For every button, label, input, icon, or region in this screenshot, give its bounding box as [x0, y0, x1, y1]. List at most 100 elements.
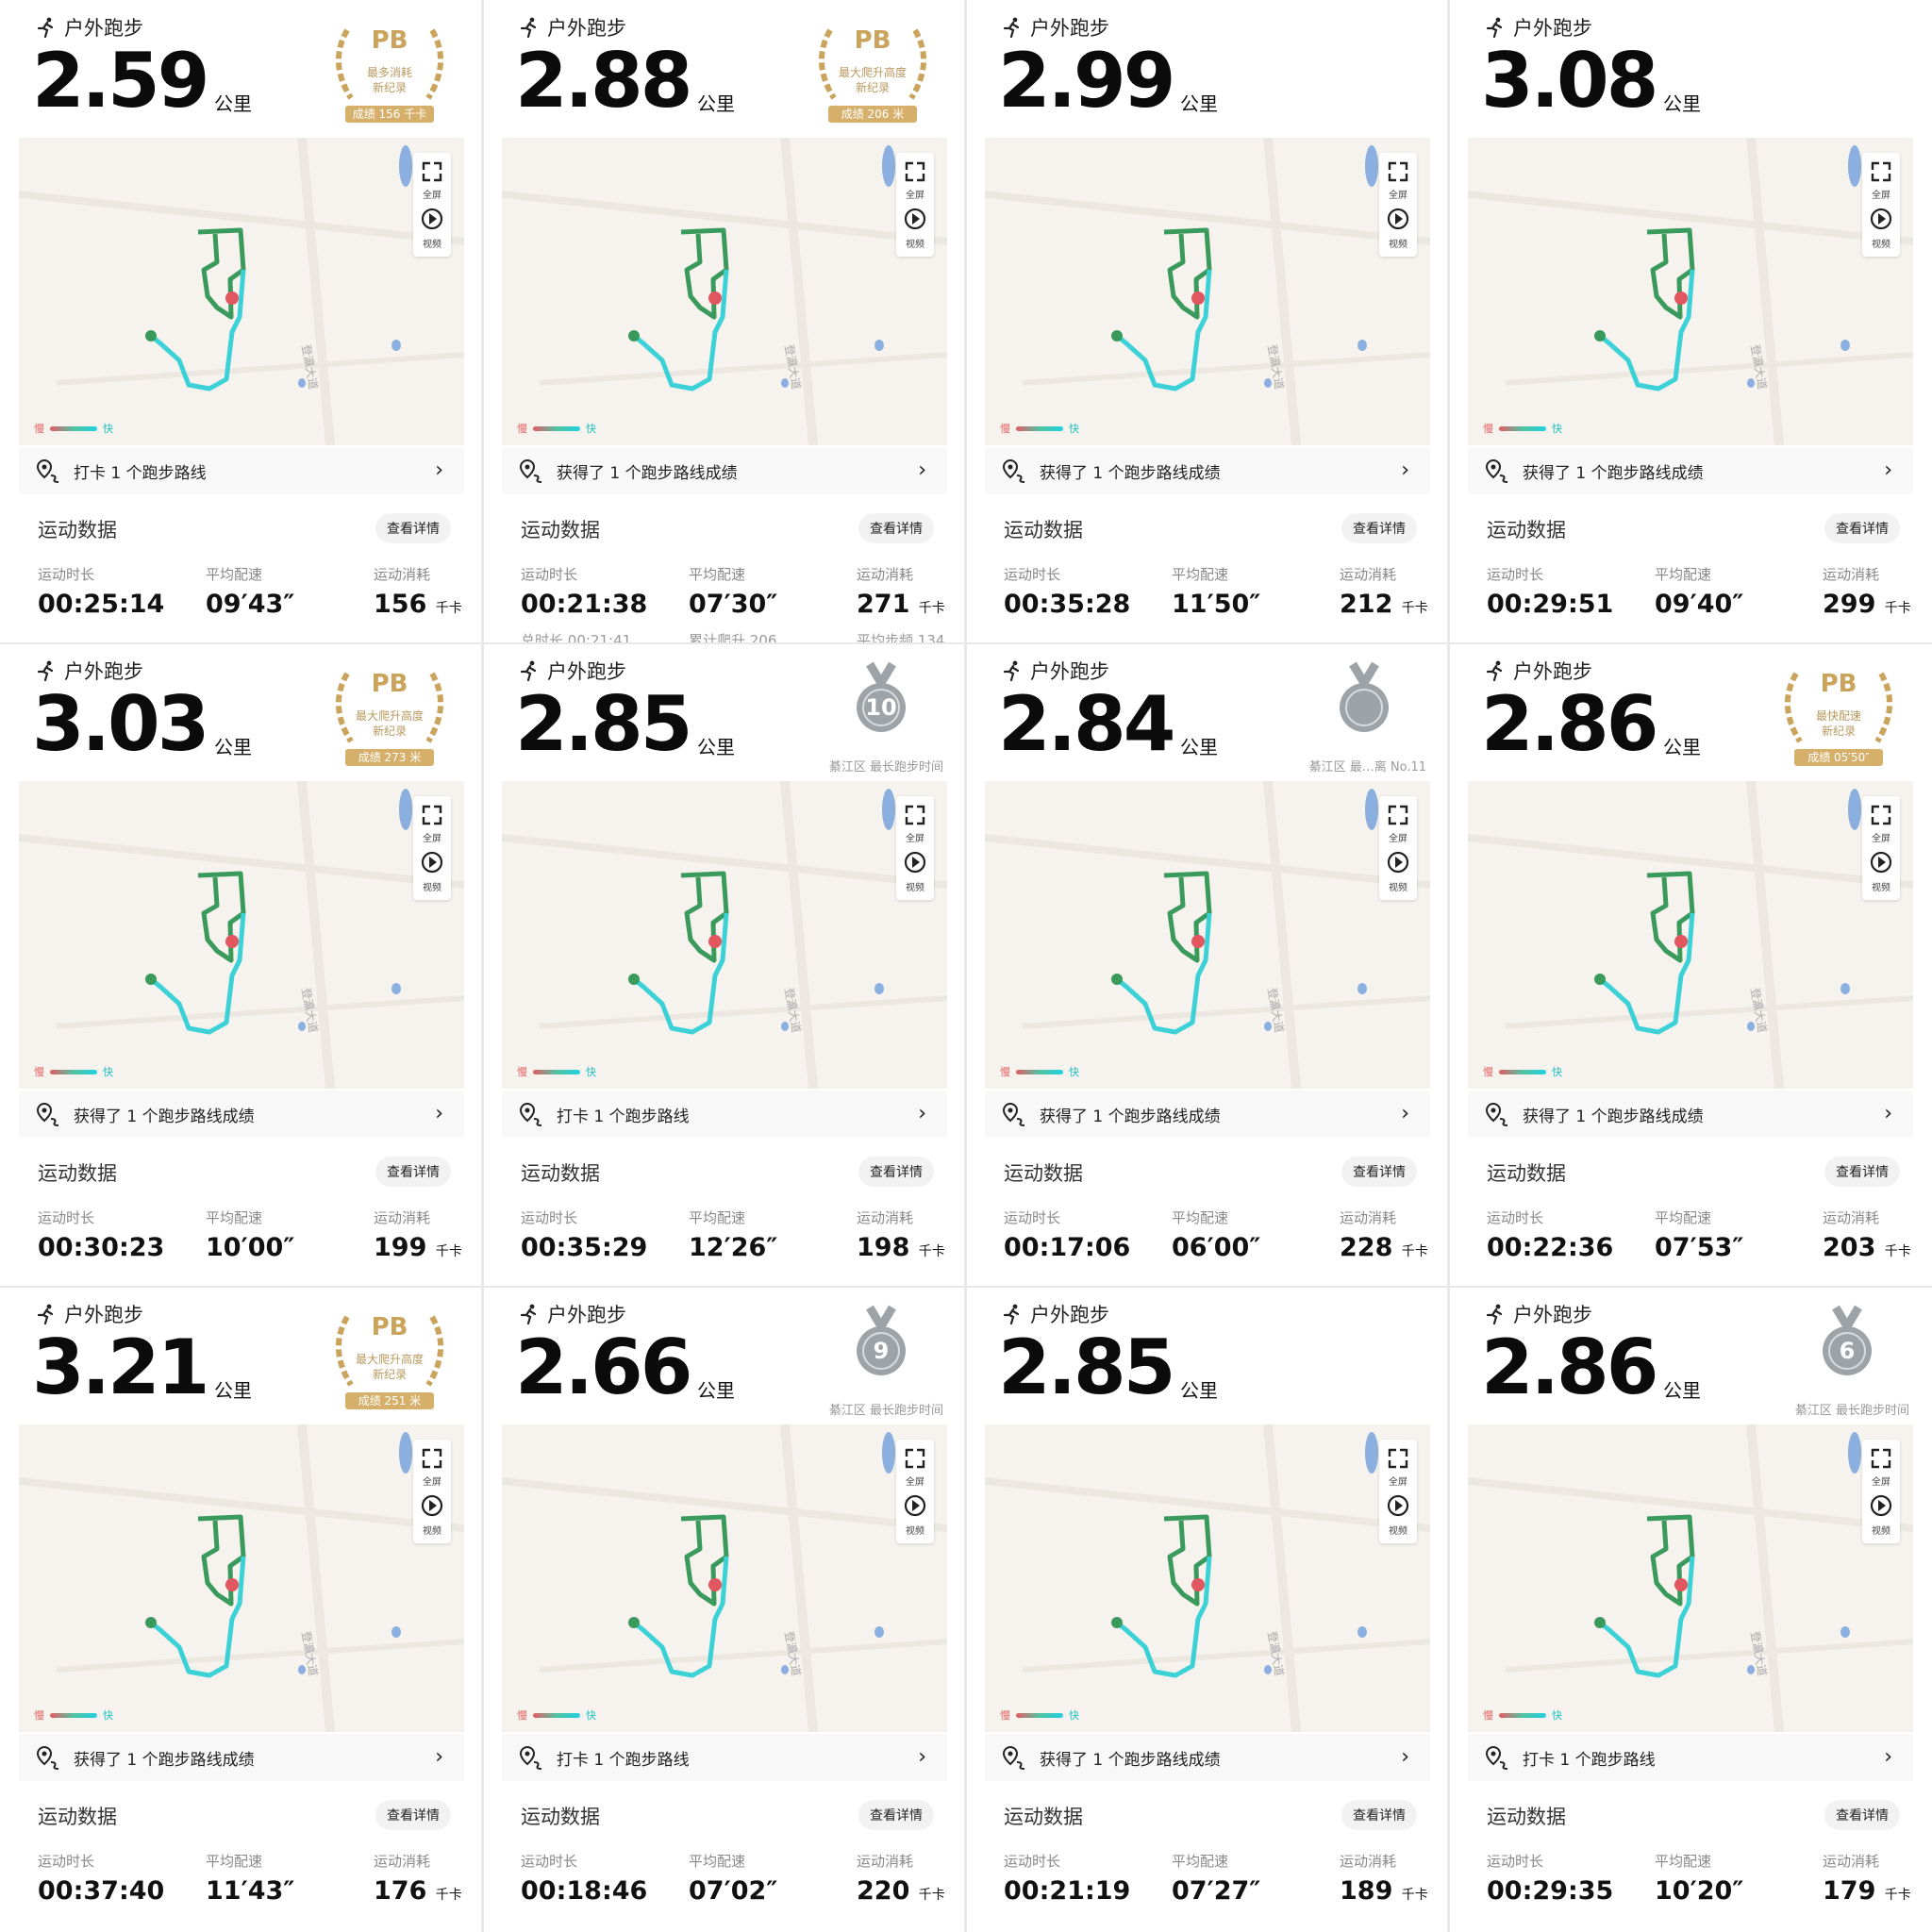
badge-line-1: 最大爬升高度 [355, 709, 424, 723]
fullscreen-button[interactable]: 全屏 [1389, 191, 1407, 201]
medal-icon [857, 661, 906, 732]
stat-value: 09′40″ [1655, 590, 1744, 619]
video-button[interactable]: 视频 [906, 1526, 924, 1537]
achievement-row[interactable]: 打卡 1 个跑步路线 › [502, 1091, 947, 1138]
achievement-row[interactable]: 获得了 1 个跑步路线成绩 › [1468, 447, 1913, 494]
workout-card[interactable]: 户外跑步 2.59 公里 PB 最多消耗 新纪录 成绩 156 千卡 [0, 0, 483, 643]
workout-card[interactable]: 户外跑步 3.08 公里 [1449, 0, 1932, 643]
workout-card[interactable]: 户外跑步 2.88 公里 PB 最大爬升高度 新纪录 成绩 206 米 [483, 0, 966, 643]
distance-unit: 公里 [1180, 736, 1218, 758]
achievement-text: 获得了 1 个跑步路线成绩 [74, 1750, 255, 1770]
fullscreen-button[interactable]: 全屏 [423, 1477, 441, 1488]
video-button[interactable]: 视频 [906, 883, 924, 893]
medal-number: 6 [1839, 1338, 1856, 1364]
video-button[interactable]: 视频 [423, 240, 441, 250]
route-map[interactable]: 登瀛大道 全屏 视频 慢 [985, 138, 1430, 445]
fullscreen-icon [1388, 161, 1408, 182]
video-button[interactable]: 视频 [1872, 883, 1890, 893]
workout-card[interactable]: 户外跑步 2.99 公里 [966, 0, 1449, 643]
achievement-row[interactable]: 打卡 1 个跑步路线 › [502, 1734, 947, 1781]
workout-card[interactable]: 户外跑步 3.21 公里 PB 最大爬升高度 新纪录 成绩 251 米 [0, 1287, 483, 1930]
route-map[interactable]: 登瀛大道 全屏 视频 慢 [1468, 781, 1913, 1089]
fullscreen-button[interactable]: 全屏 [906, 834, 924, 844]
route-map[interactable]: 登瀛大道 全屏 视频 慢 [985, 1424, 1430, 1732]
stat-value: 189 [1340, 1876, 1393, 1906]
view-details-button[interactable]: 查看详情 [858, 1800, 934, 1830]
workout-card[interactable]: 户外跑步 2.86 公里 6 綦江区 最长跑步时间 [1449, 1287, 1932, 1930]
chevron-right-icon: › [918, 1745, 926, 1769]
route-map[interactable]: 登瀛大道 全屏 视频 慢 [19, 138, 464, 445]
route-map[interactable]: 登瀛大道 全屏 视频 慢 [502, 138, 947, 445]
route-map[interactable]: 登瀛大道 全屏 视频 慢 [1468, 138, 1913, 445]
video-button[interactable]: 视频 [1872, 1526, 1890, 1537]
achievement-row[interactable]: 打卡 1 个跑步路线 › [19, 447, 464, 494]
fullscreen-button[interactable]: 全屏 [1389, 1477, 1407, 1488]
video-button[interactable]: 视频 [1872, 240, 1890, 250]
achievement-row[interactable]: 获得了 1 个跑步路线成绩 › [502, 447, 947, 494]
stat-label: 运动消耗 [857, 1209, 914, 1226]
video-button[interactable]: 视频 [1389, 1526, 1407, 1537]
workout-card[interactable]: 户外跑步 2.86 公里 PB 最快配速 新纪录 成绩 05′50″ [1449, 643, 1932, 1287]
workout-card[interactable]: 户外跑步 2.85 公里 [966, 1287, 1449, 1930]
video-button[interactable]: 视频 [1389, 883, 1407, 893]
stat-label: 平均配速 [689, 1853, 746, 1870]
fullscreen-button[interactable]: 全屏 [906, 191, 924, 201]
fullscreen-button[interactable]: 全屏 [1389, 834, 1407, 844]
stat-value: 11′43″ [206, 1876, 295, 1906]
route-line [632, 269, 729, 391]
view-details-button[interactable]: 查看详情 [1824, 513, 1900, 543]
stat-value: 00:22:36 [1487, 1233, 1614, 1262]
achievement-row[interactable]: 获得了 1 个跑步路线成绩 › [985, 1734, 1430, 1781]
fullscreen-button[interactable]: 全屏 [1872, 191, 1890, 201]
achievement-row[interactable]: 打卡 1 个跑步路线 › [1468, 1734, 1913, 1781]
badge-line-2: 新纪录 [372, 81, 407, 94]
view-details-button[interactable]: 查看详情 [1341, 1800, 1417, 1830]
video-button[interactable]: 视频 [1389, 240, 1407, 250]
fullscreen-button[interactable]: 全屏 [906, 1477, 924, 1488]
video-button[interactable]: 视频 [423, 1526, 441, 1537]
legend-slow: 慢 [1000, 423, 1010, 435]
view-details-button[interactable]: 查看详情 [1824, 1800, 1900, 1830]
fullscreen-button[interactable]: 全屏 [423, 834, 441, 844]
view-details-button[interactable]: 查看详情 [858, 513, 934, 543]
route-map[interactable]: 登瀛大道 全屏 视频 慢 [502, 1424, 947, 1732]
route-pin-icon [519, 458, 542, 483]
achievement-row[interactable]: 获得了 1 个跑步路线成绩 › [19, 1091, 464, 1138]
fullscreen-button[interactable]: 全屏 [1872, 1477, 1890, 1488]
achievement-row[interactable]: 获得了 1 个跑步路线成绩 › [985, 1091, 1430, 1138]
route-map[interactable]: 登瀛大道 全屏 视频 慢 [19, 1424, 464, 1732]
view-details-button[interactable]: 查看详情 [858, 1157, 934, 1187]
route-map[interactable]: 登瀛大道 全屏 视频 慢 [1468, 1424, 1913, 1732]
card-header: 户外跑步 3.21 公里 PB 最大爬升高度 新纪录 成绩 251 米 [0, 1287, 483, 1423]
laurel-icon [335, 1315, 444, 1387]
end-marker [1674, 935, 1688, 948]
route-map[interactable]: 登瀛大道 全屏 视频 慢 [502, 781, 947, 1089]
workout-card[interactable]: 户外跑步 2.66 公里 9 綦江区 最长跑步时间 [483, 1287, 966, 1930]
view-details-button[interactable]: 查看详情 [1341, 1157, 1417, 1187]
route-map[interactable]: 登瀛大道 全屏 视频 慢 [19, 781, 464, 1089]
route-map[interactable]: 登瀛大道 全屏 视频 慢 [985, 781, 1430, 1089]
stat-value: 220 [857, 1876, 910, 1906]
achievement-row[interactable]: 获得了 1 个跑步路线成绩 › [19, 1734, 464, 1781]
play-icon [1387, 1494, 1409, 1517]
view-details-button[interactable]: 查看详情 [375, 1157, 451, 1187]
video-button[interactable]: 视频 [906, 240, 924, 250]
video-button[interactable]: 视频 [423, 883, 441, 893]
distance-value: 2.99 [998, 37, 1175, 125]
achievement-row[interactable]: 获得了 1 个跑步路线成绩 › [985, 447, 1430, 494]
fullscreen-button[interactable]: 全屏 [1872, 834, 1890, 844]
workout-card[interactable]: 户外跑步 2.85 公里 10 綦江区 最长跑步时间 [483, 643, 966, 1287]
chevron-right-icon: › [1401, 1745, 1409, 1769]
pb-badge: PB 最大爬升高度 新纪录 成绩 251 米 [319, 1302, 460, 1413]
view-details-button[interactable]: 查看详情 [1341, 513, 1417, 543]
achievement-row[interactable]: 获得了 1 个跑步路线成绩 › [1468, 1091, 1913, 1138]
view-details-button[interactable]: 查看详情 [375, 1800, 451, 1830]
view-details-button[interactable]: 查看详情 [1824, 1157, 1900, 1187]
distance-unit: 公里 [1663, 736, 1701, 758]
runner-icon [1486, 1304, 1503, 1324]
fullscreen-button[interactable]: 全屏 [423, 191, 441, 201]
view-details-button[interactable]: 查看详情 [375, 513, 451, 543]
workout-card[interactable]: 户外跑步 2.84 公里 綦江区 最…离 No.11 [966, 643, 1449, 1287]
stat-pace: 平均配速 09′40″ [1655, 564, 1743, 619]
workout-card[interactable]: 户外跑步 3.03 公里 PB 最大爬升高度 新纪录 成绩 273 米 [0, 643, 483, 1287]
